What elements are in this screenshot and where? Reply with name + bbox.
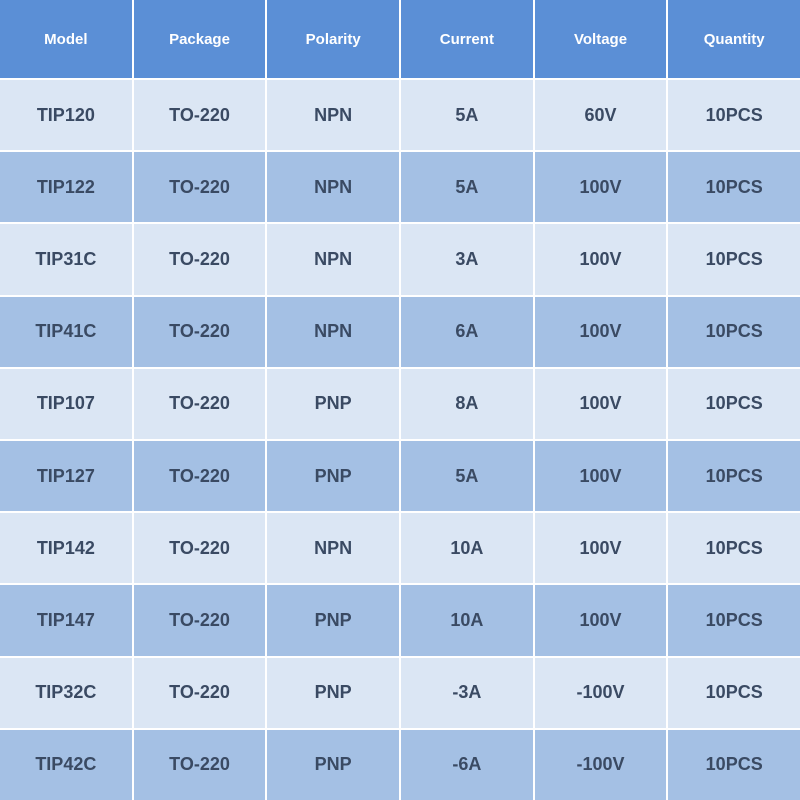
- table-row: TIP32C TO-220 PNP -3A -100V 10PCS: [0, 656, 800, 728]
- cell-model: TIP122: [0, 150, 134, 222]
- cell-quantity: 10PCS: [668, 222, 800, 294]
- table-row: TIP41C TO-220 NPN 6A 100V 10PCS: [0, 295, 800, 367]
- cell-package: TO-220: [134, 150, 268, 222]
- cell-polarity: NPN: [267, 511, 401, 583]
- table-header: Model Package Polarity Current Voltage Q…: [0, 0, 800, 78]
- table-row: TIP147 TO-220 PNP 10A 100V 10PCS: [0, 583, 800, 655]
- cell-current: 10A: [401, 583, 535, 655]
- table-row: TIP120 TO-220 NPN 5A 60V 10PCS: [0, 78, 800, 150]
- cell-current: 8A: [401, 367, 535, 439]
- cell-polarity: NPN: [267, 150, 401, 222]
- cell-current: 10A: [401, 511, 535, 583]
- cell-package: TO-220: [134, 295, 268, 367]
- col-voltage: Voltage: [535, 0, 669, 78]
- cell-quantity: 10PCS: [668, 295, 800, 367]
- cell-model: TIP127: [0, 439, 134, 511]
- cell-model: TIP142: [0, 511, 134, 583]
- cell-voltage: 100V: [535, 295, 669, 367]
- cell-quantity: 10PCS: [668, 78, 800, 150]
- col-model: Model: [0, 0, 134, 78]
- col-current: Current: [401, 0, 535, 78]
- cell-model: TIP120: [0, 78, 134, 150]
- cell-package: TO-220: [134, 656, 268, 728]
- cell-voltage: -100V: [535, 656, 669, 728]
- cell-quantity: 10PCS: [668, 150, 800, 222]
- cell-quantity: 10PCS: [668, 439, 800, 511]
- table-row: TIP42C TO-220 PNP -6A -100V 10PCS: [0, 728, 800, 800]
- cell-quantity: 10PCS: [668, 367, 800, 439]
- cell-polarity: PNP: [267, 367, 401, 439]
- cell-current: 3A: [401, 222, 535, 294]
- cell-package: TO-220: [134, 439, 268, 511]
- cell-quantity: 10PCS: [668, 511, 800, 583]
- col-polarity: Polarity: [267, 0, 401, 78]
- cell-model: TIP32C: [0, 656, 134, 728]
- cell-package: TO-220: [134, 728, 268, 800]
- cell-current: 5A: [401, 78, 535, 150]
- cell-quantity: 10PCS: [668, 728, 800, 800]
- table-row: TIP107 TO-220 PNP 8A 100V 10PCS: [0, 367, 800, 439]
- cell-polarity: NPN: [267, 78, 401, 150]
- cell-current: 6A: [401, 295, 535, 367]
- table-row: TIP122 TO-220 NPN 5A 100V 10PCS: [0, 150, 800, 222]
- cell-model: TIP42C: [0, 728, 134, 800]
- cell-model: TIP107: [0, 367, 134, 439]
- cell-current: -3A: [401, 656, 535, 728]
- cell-model: TIP147: [0, 583, 134, 655]
- transistor-table: Model Package Polarity Current Voltage Q…: [0, 0, 800, 800]
- cell-voltage: 100V: [535, 583, 669, 655]
- cell-polarity: NPN: [267, 295, 401, 367]
- cell-voltage: 100V: [535, 222, 669, 294]
- cell-package: TO-220: [134, 583, 268, 655]
- cell-polarity: PNP: [267, 583, 401, 655]
- col-package: Package: [134, 0, 268, 78]
- cell-polarity: PNP: [267, 656, 401, 728]
- cell-quantity: 10PCS: [668, 656, 800, 728]
- table-row: TIP31C TO-220 NPN 3A 100V 10PCS: [0, 222, 800, 294]
- cell-polarity: PNP: [267, 728, 401, 800]
- col-quantity: Quantity: [668, 0, 800, 78]
- table-row: TIP142 TO-220 NPN 10A 100V 10PCS: [0, 511, 800, 583]
- cell-current: 5A: [401, 439, 535, 511]
- cell-voltage: 100V: [535, 150, 669, 222]
- cell-model: TIP31C: [0, 222, 134, 294]
- cell-current: -6A: [401, 728, 535, 800]
- cell-voltage: -100V: [535, 728, 669, 800]
- cell-package: TO-220: [134, 511, 268, 583]
- cell-voltage: 100V: [535, 367, 669, 439]
- cell-current: 5A: [401, 150, 535, 222]
- cell-voltage: 100V: [535, 439, 669, 511]
- cell-voltage: 100V: [535, 511, 669, 583]
- cell-package: TO-220: [134, 222, 268, 294]
- cell-package: TO-220: [134, 78, 268, 150]
- table-row: TIP127 TO-220 PNP 5A 100V 10PCS: [0, 439, 800, 511]
- cell-polarity: PNP: [267, 439, 401, 511]
- cell-package: TO-220: [134, 367, 268, 439]
- cell-quantity: 10PCS: [668, 583, 800, 655]
- cell-polarity: NPN: [267, 222, 401, 294]
- cell-model: TIP41C: [0, 295, 134, 367]
- cell-voltage: 60V: [535, 78, 669, 150]
